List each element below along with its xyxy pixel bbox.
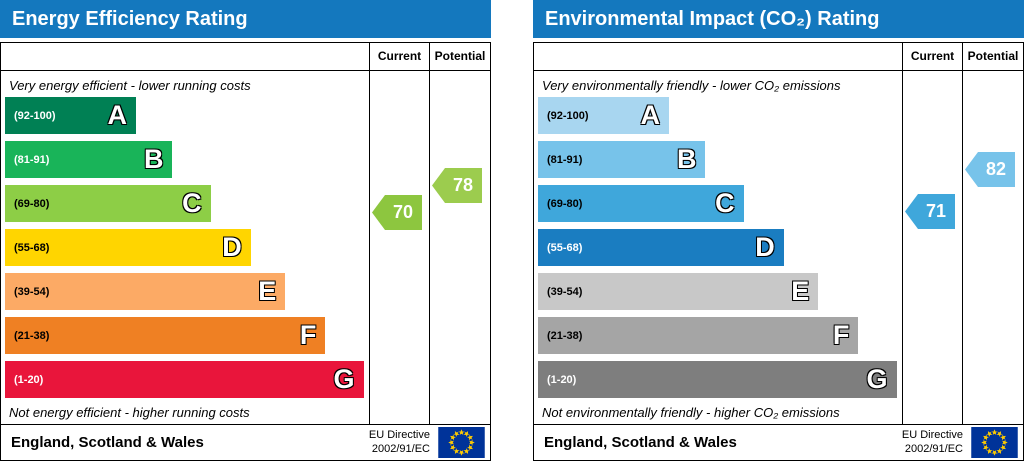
potential-column: 82: [962, 71, 1023, 424]
header-spacer: [534, 43, 902, 71]
panel-title: Environmental Impact (CO₂) Rating: [545, 7, 880, 30]
eu-directive-line2: 2002/91/EC: [904, 442, 963, 455]
band-range-label: (92-100): [547, 109, 589, 122]
band-range-label: (21-38): [547, 329, 583, 342]
band-range-label: (69-80): [547, 197, 583, 210]
potential-column-header: Potential: [962, 43, 1023, 71]
rating-band-a: (92-100) A: [5, 97, 137, 134]
potential-rating-value: 78: [452, 175, 474, 195]
eu-directive-label: EU Directive 2002/91/EC: [902, 429, 963, 455]
band-letter: G: [866, 364, 888, 394]
rating-band-b: (81-91) B: [5, 141, 173, 178]
band-letter: F: [299, 320, 317, 350]
panel-title: Energy Efficiency Rating: [12, 7, 248, 30]
current-column-header: Current: [369, 43, 429, 71]
chart-footer: England, Scotland & Wales EU Directive 2…: [534, 424, 1023, 460]
band-letter: D: [222, 232, 242, 262]
rating-band-b: (81-91) B: [538, 141, 706, 178]
bottom-caption: Not energy efficient - higher running co…: [9, 405, 250, 420]
eu-flag-icon: [971, 427, 1018, 458]
energy-chart-frame: Current Potential Very energy efficient …: [0, 42, 491, 461]
band-range-label: (21-38): [14, 329, 50, 342]
eu-directive-line1: EU Directive: [901, 429, 963, 442]
band-range-label: (69-80): [14, 197, 50, 210]
band-letter: A: [107, 100, 128, 130]
bottom-caption: Not environmentally friendly - higher CO…: [542, 405, 840, 420]
band-letter: B: [676, 144, 697, 174]
band-range-label: (1-20): [14, 373, 44, 386]
band-letter: D: [755, 232, 775, 262]
band-range-label: (81-91): [14, 153, 50, 166]
current-column-header: Current: [902, 43, 962, 71]
band-range-label: (55-68): [547, 241, 583, 254]
energy-efficiency-panel: Energy Efficiency Rating Current Potenti…: [0, 0, 491, 461]
potential-rating-value: 82: [985, 159, 1007, 179]
band-letter: F: [832, 320, 850, 350]
eu-flag-icon: [438, 427, 485, 458]
rating-band-e: (39-54) E: [538, 273, 819, 310]
rating-band-g: (1-20) G: [5, 361, 364, 398]
band-letter: E: [791, 276, 810, 306]
band-range-label: (92-100): [14, 109, 56, 122]
eu-directive-label: EU Directive 2002/91/EC: [369, 429, 430, 455]
rating-band-f: (21-38) F: [538, 317, 859, 354]
environmental-panel-header: Environmental Impact (CO₂) Rating: [533, 0, 1024, 38]
rating-bands: (92-100) A (81-91) B (69-80) C (55-68) D: [1, 97, 369, 398]
rating-band-f: (21-38) F: [5, 317, 326, 354]
rating-band-d: (55-68) D: [5, 229, 251, 266]
band-letter: C: [182, 188, 202, 218]
potential-rating-arrow: 82: [965, 152, 1015, 187]
potential-rating-arrow: 78: [432, 168, 482, 203]
band-range-label: (55-68): [14, 241, 50, 254]
rating-scale: Very energy efficient - lower running co…: [1, 71, 369, 424]
band-range-label: (81-91): [547, 153, 583, 166]
band-letter: A: [640, 100, 661, 130]
band-letter: B: [143, 144, 164, 174]
band-range-label: (39-54): [14, 285, 50, 298]
rating-band-a: (92-100) A: [538, 97, 670, 134]
eu-directive-line1: EU Directive: [368, 429, 430, 442]
region-label: England, Scotland & Wales: [11, 434, 204, 451]
current-rating-arrow: 70: [372, 195, 422, 230]
rating-band-d: (55-68) D: [538, 229, 784, 266]
environmental-chart-frame: Current Potential Very environmentally f…: [533, 42, 1024, 461]
rating-band-c: (69-80) C: [5, 185, 211, 222]
current-rating-value: 70: [392, 202, 414, 222]
rating-band-e: (39-54) E: [5, 273, 286, 310]
top-caption: Very energy efficient - lower running co…: [9, 78, 251, 93]
current-column: 70: [369, 71, 429, 424]
potential-column: 78: [429, 71, 490, 424]
current-rating-value: 71: [925, 201, 947, 221]
rating-bands: (92-100) A (81-91) B (69-80) C (55-68) D: [534, 97, 902, 398]
band-letter: G: [333, 364, 355, 394]
rating-band-g: (1-20) G: [538, 361, 897, 398]
rating-scale: Very environmentally friendly - lower CO…: [534, 71, 902, 424]
top-caption: Very environmentally friendly - lower CO…: [542, 78, 841, 93]
band-letter: C: [715, 188, 735, 218]
band-range-label: (39-54): [547, 285, 583, 298]
potential-column-header: Potential: [429, 43, 490, 71]
energy-panel-header: Energy Efficiency Rating: [0, 0, 491, 38]
environmental-impact-panel: Environmental Impact (CO₂) Rating Curren…: [533, 0, 1024, 461]
eu-directive-line2: 2002/91/EC: [371, 442, 430, 455]
band-range-label: (1-20): [547, 373, 577, 386]
header-spacer: [1, 43, 369, 71]
chart-footer: England, Scotland & Wales EU Directive 2…: [1, 424, 490, 460]
rating-band-c: (69-80) C: [538, 185, 744, 222]
region-label: England, Scotland & Wales: [544, 434, 737, 451]
band-letter: E: [258, 276, 277, 306]
current-column: 71: [902, 71, 962, 424]
current-rating-arrow: 71: [905, 194, 955, 229]
